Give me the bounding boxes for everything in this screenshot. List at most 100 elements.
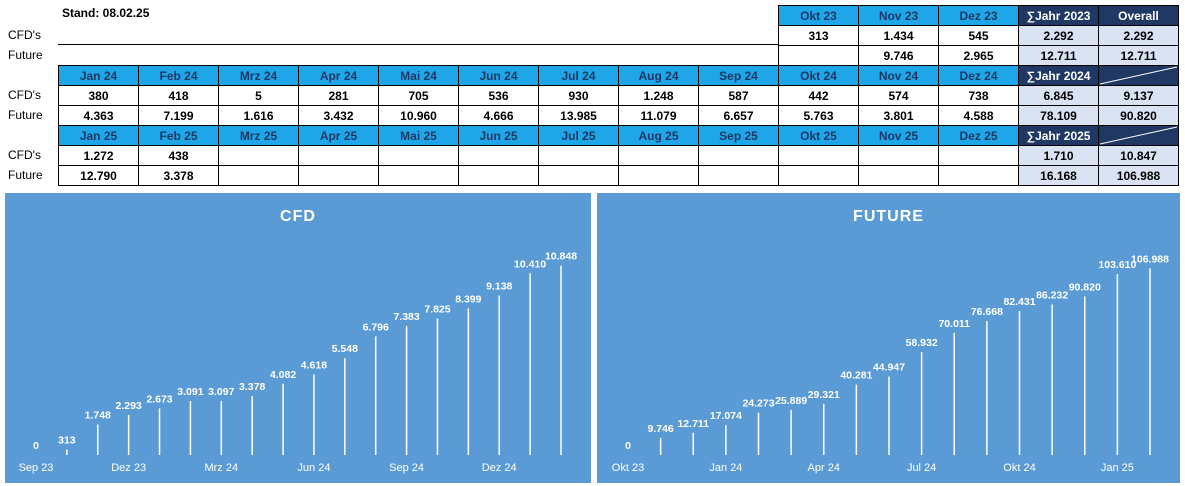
data-label: 3.097 — [208, 386, 234, 398]
data-cell: 574 — [858, 85, 939, 106]
data-label: 58.932 — [906, 337, 938, 349]
data-cell: 5.763 — [778, 105, 859, 126]
data-cell — [378, 165, 459, 186]
data-cell: 3.801 — [858, 105, 939, 126]
data-cell: 281 — [298, 85, 379, 106]
data-cell: 12.711 — [1098, 45, 1179, 66]
data-label: 86.232 — [1036, 289, 1068, 301]
data-label: 44.947 — [873, 362, 905, 374]
data-cell: 442 — [778, 85, 859, 106]
data-cell: 5 — [218, 85, 299, 106]
bar — [790, 409, 792, 455]
header-cell: Jan 24 — [58, 65, 139, 86]
x-tick-label: Sep 24 — [389, 462, 424, 474]
data-cell: 7.199 — [138, 105, 219, 126]
header-cell: Dez 25 — [938, 125, 1019, 146]
row-label: Future — [8, 48, 43, 62]
data-cell: 16.168 — [1018, 165, 1099, 186]
data-label: 90.820 — [1069, 281, 1101, 293]
header-cell: Aug 24 — [618, 65, 699, 86]
bar — [498, 295, 500, 455]
header-cell: Mrz 24 — [218, 65, 299, 86]
bar — [405, 326, 408, 455]
bar — [692, 432, 694, 455]
data-label: 7.825 — [424, 303, 450, 315]
data-label: 4.082 — [270, 369, 296, 381]
diagonal — [1099, 126, 1178, 145]
data-cell — [938, 145, 1019, 166]
x-tick-label: Dez 24 — [482, 462, 517, 474]
data-label: 10.848 — [545, 251, 577, 263]
data-label: 103.610 — [1098, 259, 1136, 271]
bar — [158, 408, 161, 455]
data-cell: 11.079 — [618, 105, 699, 126]
bar — [1149, 268, 1151, 455]
row-label: CFD's — [8, 28, 41, 42]
bar — [1051, 304, 1053, 455]
data-cell: 587 — [698, 85, 779, 106]
bar — [66, 449, 68, 455]
bar — [823, 403, 825, 455]
row-border — [58, 44, 778, 45]
header-cell: Okt 24 — [778, 65, 859, 86]
data-cell: 2.965 — [938, 45, 1019, 66]
bar — [436, 318, 439, 455]
data-cell: 4.588 — [938, 105, 1019, 126]
data-cell — [378, 145, 459, 166]
x-tick-label: Jun 24 — [297, 462, 330, 474]
data-cell: 10.960 — [378, 105, 459, 126]
data-label: 70.011 — [938, 318, 970, 330]
bar — [220, 400, 223, 455]
data-label: 3.091 — [177, 386, 203, 398]
x-tick-label: Mrz 24 — [204, 462, 238, 474]
x-tick-label: Okt 24 — [1003, 462, 1035, 474]
data-cell: 1.272 — [58, 145, 139, 166]
header-cell: Dez 23 — [938, 5, 1019, 26]
data-cell — [618, 165, 699, 186]
data-cell: 738 — [938, 85, 1019, 106]
bar — [127, 414, 130, 455]
data-cell — [858, 165, 939, 186]
x-tick-label: Okt 23 — [612, 462, 644, 474]
data-label: 6.796 — [363, 321, 389, 333]
x-tick-label: Dez 23 — [111, 462, 146, 474]
bar — [189, 401, 192, 455]
header-cell: Okt 25 — [778, 125, 859, 146]
header-cell: ∑Jahr 2024 — [1018, 65, 1099, 86]
data-label: 24.273 — [742, 398, 774, 410]
header-cell: Aug 25 — [618, 125, 699, 146]
bar — [855, 384, 858, 455]
header-cell: Nov 24 — [858, 65, 939, 86]
bar — [1018, 311, 1021, 455]
x-tick-label: Jul 24 — [907, 462, 936, 474]
header-cell: Jun 25 — [458, 125, 539, 146]
bar — [344, 358, 346, 455]
data-cell: 3.378 — [138, 165, 219, 186]
bar — [467, 308, 470, 455]
bar — [986, 321, 988, 455]
chart-background — [5, 193, 591, 483]
header-cell: Sep 25 — [698, 125, 779, 146]
bar — [529, 273, 531, 455]
header-cell: Feb 24 — [138, 65, 219, 86]
data-cell — [538, 145, 619, 166]
data-cell: 930 — [538, 85, 619, 106]
data-cell — [458, 145, 539, 166]
bar — [725, 425, 727, 455]
bar — [560, 265, 562, 455]
data-cell: 78.109 — [1018, 105, 1099, 126]
row-label: Future — [8, 108, 43, 122]
data-cell: 10.847 — [1098, 145, 1179, 166]
x-tick-label: Jan 25 — [1101, 462, 1134, 474]
data-label: 25.889 — [775, 395, 807, 407]
header-cell: Apr 24 — [298, 65, 379, 86]
header-cell: Apr 25 — [298, 125, 379, 146]
data-cell — [698, 145, 779, 166]
data-label: 17.074 — [710, 410, 742, 422]
data-cell: 418 — [138, 85, 219, 106]
bar — [920, 352, 923, 455]
data-label: 29.321 — [808, 389, 840, 401]
row-label: CFD's — [8, 88, 41, 102]
